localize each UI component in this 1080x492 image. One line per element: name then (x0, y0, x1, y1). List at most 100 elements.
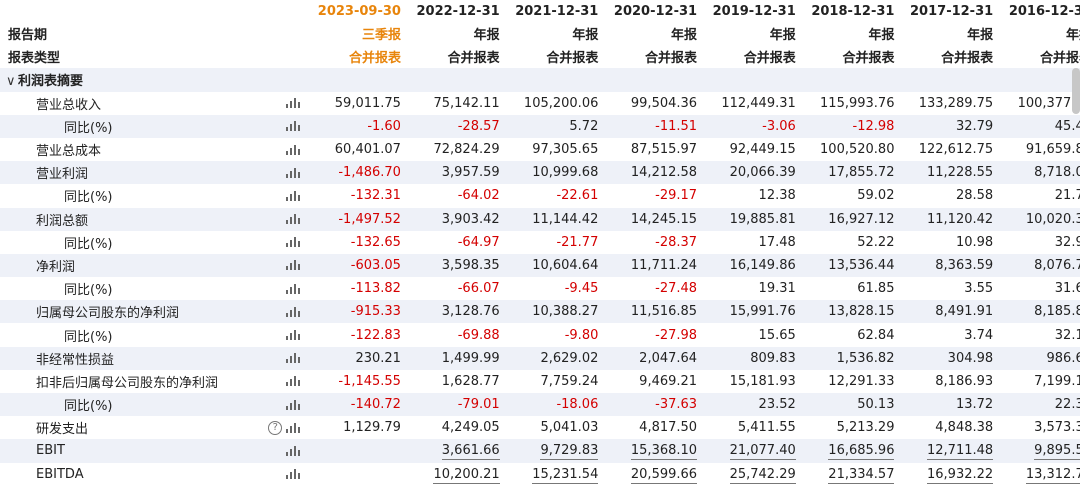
table-cell: 16,685.96 (803, 439, 903, 463)
header-empty-cell (0, 0, 311, 22)
cell-value: 87,515.97 (630, 142, 698, 158)
cell-value: 15,991.76 (729, 304, 796, 320)
cell-value: 11,516.85 (630, 304, 698, 320)
table-cell: 11,144.42 (507, 207, 607, 231)
table-cell: 12,711.48 (902, 439, 1002, 463)
column-date[interactable]: 2022-12-31 (408, 0, 508, 22)
bar-chart-icon[interactable] (286, 353, 301, 364)
bar-chart-icon[interactable] (286, 98, 301, 109)
cell-value: -113.82 (350, 281, 401, 297)
table-cell: 122,612.75 (902, 137, 1002, 162)
bar-chart-icon[interactable] (286, 237, 301, 248)
table-row: 扣非后归属母公司股东的净利润 -1,145.55 1,628.77 7,759.24 9… (0, 369, 1080, 393)
row-label: 同比(%) (64, 120, 113, 136)
bar-chart-icon[interactable] (286, 445, 301, 456)
cell-value: -66.07 (457, 281, 500, 297)
row-label: 归属母公司股东的净利润 (36, 306, 180, 322)
help-icon[interactable]: ? (268, 420, 283, 435)
table-cell: 3.74 (902, 323, 1002, 347)
row-label: 同比(%) (64, 283, 113, 299)
table-cell: -9.45 (507, 277, 607, 301)
column-date[interactable]: 2020-12-31 (606, 0, 706, 22)
cell-value: 105,200.06 (523, 95, 599, 111)
table-row: 非经常性损益 230.21 1,499.99 2,629.02 2,047.64 809.… (0, 346, 1080, 370)
row-icons (286, 469, 301, 480)
column-date[interactable]: 2021-12-31 (507, 0, 607, 22)
column-date[interactable]: 2023-09-30 (310, 0, 409, 22)
table-cell: 13,536.44 (803, 253, 903, 278)
row-label-cell: 同比(%) (0, 277, 311, 301)
table-cell: 2,629.02 (507, 346, 607, 370)
bar-chart-icon[interactable] (286, 469, 301, 480)
table-cell: 8,186.93 (902, 369, 1002, 393)
bar-chart-icon[interactable] (286, 376, 301, 387)
row-label-cell: 非经常性损益 (0, 346, 311, 370)
cell-value: 97,305.65 (532, 142, 599, 158)
table-cell: 21,334.57 (803, 462, 903, 486)
bar-chart-icon[interactable] (286, 306, 301, 317)
section-row-income-summary[interactable]: ∨ 利润表摘要 (0, 68, 1080, 92)
column-date[interactable]: 2018-12-31 (803, 0, 903, 22)
bar-chart-icon[interactable] (286, 214, 301, 225)
column-period: 年报 (705, 22, 804, 46)
bar-chart-icon[interactable] (286, 330, 301, 341)
cell-value: -27.48 (655, 281, 698, 297)
cell-value: -79.01 (457, 397, 500, 413)
bar-chart-icon[interactable] (286, 399, 301, 410)
section-title-cell[interactable]: ∨ 利润表摘要 (0, 68, 311, 92)
cell-value: 59.02 (857, 188, 895, 204)
table-cell: -66.07 (408, 277, 508, 301)
row-label: 营业利润 (36, 167, 89, 183)
cell-value: 21,077.40 (729, 443, 796, 461)
bar-chart-icon[interactable] (286, 190, 301, 201)
table-cell: 986.67 (1001, 346, 1080, 370)
table-cell: 11,120.42 (902, 207, 1002, 231)
bar-chart-icon[interactable] (286, 283, 301, 294)
table-cell: -11.51 (606, 114, 706, 138)
cell-value: 16,927.12 (828, 211, 895, 227)
table-cell: 32.99 (1001, 230, 1080, 254)
bar-chart-icon[interactable] (286, 260, 301, 271)
table-cell: 7,759.24 (507, 369, 607, 393)
table-cell: -27.98 (606, 323, 706, 347)
table-cell: 15.65 (705, 323, 804, 347)
cell-value: 19,885.81 (729, 211, 796, 227)
table-cell: 16,932.22 (902, 462, 1002, 486)
bar-chart-icon[interactable] (286, 422, 301, 433)
column-period: 年报 (606, 22, 706, 46)
row-icons (286, 306, 301, 317)
column-period: 三季报 (310, 22, 409, 46)
cell-value: 3,128.76 (441, 304, 500, 320)
cell-value: 7,759.24 (540, 373, 599, 389)
cell-value: 4,817.50 (639, 420, 698, 436)
table-cell: 21,077.40 (705, 439, 804, 463)
cell-value: 100,377.92 (1017, 95, 1080, 111)
header-date-row: 2023-09-30 2022-12-31 2021-12-31 2020-12-31… (0, 0, 1080, 22)
column-date[interactable]: 2016-12-31 (1001, 0, 1080, 22)
bar-chart-icon[interactable] (286, 167, 301, 178)
table-cell: 60,401.07 (310, 137, 409, 162)
row-label-cell: 同比(%) (0, 230, 311, 254)
cell-value: 52.22 (857, 234, 895, 250)
column-date[interactable]: 2019-12-31 (705, 0, 804, 22)
cell-value: 304.98 (947, 350, 994, 366)
table-row: 同比(%) -122.83 -69.88 -9.80 -27.98 15.65 62.84 3… (0, 323, 1080, 347)
chevron-down-icon[interactable]: ∨ (6, 74, 16, 90)
cell-value: 21,334.57 (828, 466, 895, 484)
bar-chart-icon[interactable] (286, 144, 301, 155)
table-cell: 3,573.31 (1001, 416, 1080, 440)
table-cell: -37.63 (606, 393, 706, 417)
table-cell: -69.88 (408, 323, 508, 347)
table-cell: 3.55 (902, 277, 1002, 301)
cell-value: 17,855.72 (828, 165, 895, 181)
cell-value: 15,231.54 (532, 466, 599, 484)
table-cell: -18.06 (507, 393, 607, 417)
cell-value: 61.85 (857, 281, 895, 297)
cell-value: 32.12 (1054, 327, 1080, 343)
table-cell: 62.84 (803, 323, 903, 347)
vertical-scrollbar[interactable] (1072, 68, 1080, 114)
column-date[interactable]: 2017-12-31 (902, 0, 1002, 22)
row-label: 营业总收入 (36, 97, 102, 113)
cell-value: 16,149.86 (729, 257, 796, 273)
bar-chart-icon[interactable] (286, 121, 301, 132)
